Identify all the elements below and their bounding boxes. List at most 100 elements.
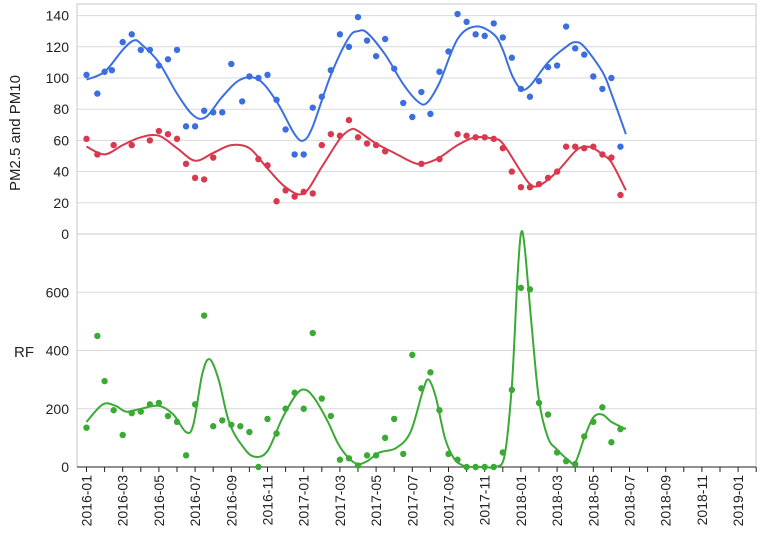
x-tick-label: 2017-03 [332,475,348,527]
data-point [273,198,280,205]
data-point [345,455,353,462]
data-point [291,151,298,158]
data-point [436,68,443,75]
data-point [264,415,271,423]
data-point [590,418,597,426]
y-axis-title-rf: RF [14,344,34,361]
data-point [255,74,262,82]
data-point [173,46,181,54]
data-point [418,385,425,392]
data-point [526,184,534,191]
tick-labels: 0 20 40 60 80 100 120 140 0 200 400 600 2016-01 2016-… [46,8,746,527]
y-tick-label: 200 [46,401,70,417]
data-point [200,176,208,183]
y-tick-label: 80 [53,101,69,117]
y-tick-label: 120 [46,39,70,55]
data-point [608,154,615,161]
data-point [391,415,398,423]
data-point [273,430,280,437]
x-tick-label: 2017-05 [368,475,384,527]
data-point [309,190,316,197]
data-point [282,405,289,412]
data-point [228,421,235,428]
data-point [481,134,488,141]
trend-lines [85,25,627,469]
data-point [108,67,116,74]
data-point [572,143,579,150]
x-tick-label: 2017-11 [477,475,493,526]
data-point [472,31,479,38]
data-point [200,107,208,114]
data-point [599,151,606,158]
data-point [164,412,172,420]
x-tick-label: 2016-07 [187,475,203,527]
x-tick-label: 2018-03 [549,475,565,527]
data-point [572,45,579,52]
data-point [363,452,371,459]
data-point [83,424,90,431]
data-point [418,88,425,96]
x-tick-label: 2018-07 [622,475,638,527]
data-point [318,395,325,402]
data-point [282,187,289,194]
data-point [182,123,190,130]
data-point [454,130,461,138]
x-tick-label: 2016-01 [79,475,95,527]
data-point [617,143,624,150]
data-point [173,418,181,426]
data-point [182,160,190,167]
data-point [562,457,570,465]
data-point [544,411,552,418]
data-point [264,71,271,79]
data-point [472,134,479,141]
data-point [354,134,362,141]
data-point [137,46,144,54]
data-point [372,52,380,60]
data-point [94,90,101,97]
data-point [336,31,344,38]
data-point [436,407,443,414]
data-point [526,93,534,100]
data-point [336,456,344,463]
data-point [228,60,235,68]
data-point [490,20,497,27]
data-point [490,135,497,143]
y-tick-label: 20 [53,195,69,211]
x-tick-label: 2016-09 [223,475,239,527]
data-point [210,423,217,430]
y-tick-label: 400 [46,343,70,359]
data-point [309,104,316,111]
data-point [119,431,126,439]
data-point [336,132,344,139]
data-point [381,434,389,442]
data-point [553,62,561,69]
data-point [119,38,126,46]
data-point [246,73,253,80]
data-point [146,401,154,408]
y-tick-label: 60 [53,132,69,148]
data-point [327,67,335,74]
data-point [300,151,307,158]
data-point [409,113,416,121]
data-point [517,85,525,93]
plot-frame [76,3,757,468]
data-point [381,148,389,155]
data-point [155,399,163,407]
data-point [617,425,624,433]
data-point [463,18,470,26]
data-point [436,155,443,163]
data-point [155,62,163,69]
data-point [490,463,497,471]
data-point [508,386,516,394]
y-tick-label: 40 [53,164,69,180]
data-point [581,145,588,152]
data-point [499,449,506,456]
data-point [562,143,570,150]
data-point [318,141,325,149]
data-point [128,31,135,38]
data-point [427,369,434,376]
data-point [445,48,452,55]
data-point [427,110,434,118]
x-tick-label: 2018-05 [585,475,601,527]
data-point [590,143,597,150]
